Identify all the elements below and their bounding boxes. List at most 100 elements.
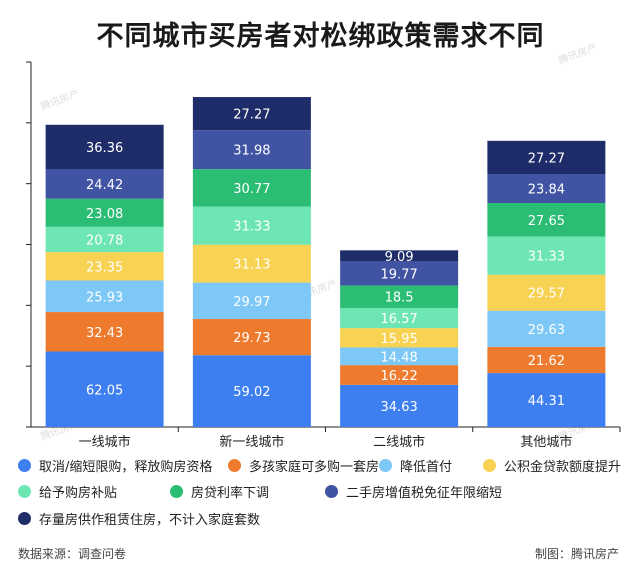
chart-bars: 62.05 32.43 25.93 23.35 20.78 23.08 24.42 36.36… (45, 97, 606, 427)
legend-swatch (18, 485, 31, 498)
legend-swatch (18, 459, 31, 472)
bar-segment (340, 250, 459, 262)
legend-label: 房贷利率下调 (191, 486, 270, 501)
bar-segment (45, 312, 164, 352)
data-label: 16.22 (381, 369, 418, 384)
bar-segment (340, 347, 459, 366)
data-label: 14.48 (381, 350, 418, 365)
bar-segment (192, 355, 311, 427)
data-label: 29.57 (528, 287, 565, 302)
x-axis-labels: 一线城市 新一线城市 二线城市 其他城市 (79, 434, 573, 450)
watermark-text: 腾讯房产 (39, 87, 81, 113)
data-label: 20.78 (86, 233, 123, 248)
bar-segment (45, 198, 164, 227)
legend-swatch (325, 485, 338, 498)
data-label: 18.5 (385, 291, 414, 306)
legend-swatch (18, 512, 31, 525)
data-label: 16.57 (381, 312, 418, 327)
data-label: 23.35 (86, 260, 123, 275)
legend-label: 取消/缩短限购，释放购房资格 (39, 460, 213, 475)
data-label: 27.27 (528, 151, 565, 166)
data-label: 31.13 (233, 258, 270, 273)
data-label: 36.36 (86, 141, 123, 156)
data-label: 31.98 (233, 144, 270, 159)
bar-segment (487, 373, 606, 427)
legend-label: 公积金贷款额度提升 (504, 460, 622, 475)
data-label: 30.77 (233, 182, 270, 197)
bar-segment (192, 169, 311, 207)
bar-segment (340, 384, 459, 427)
bar-segment (487, 173, 606, 203)
data-label: 15.95 (381, 332, 418, 347)
bar-segment (192, 244, 311, 283)
data-label: 21.62 (528, 354, 565, 369)
bar-segment (192, 282, 311, 320)
legend-item: 降低首付 (379, 456, 452, 475)
data-label: 24.42 (86, 178, 123, 193)
bar-segment (192, 97, 311, 131)
data-label: 29.63 (528, 323, 565, 338)
legend-swatch (170, 485, 183, 498)
legend-swatch (379, 459, 392, 472)
data-label: 27.27 (233, 108, 270, 123)
data-label: 44.31 (528, 394, 565, 409)
data-label: 62.05 (86, 383, 123, 398)
data-source: 数据来源：调查问卷 (18, 547, 127, 561)
bar-segment (45, 252, 164, 281)
bar-segment (340, 307, 459, 329)
data-label: 29.97 (233, 295, 270, 310)
bar-segment (340, 328, 459, 348)
watermark-text: 腾讯房产 (557, 41, 599, 67)
data-label: 29.73 (233, 331, 270, 346)
legend-label: 多孩家庭可多购一套房 (249, 460, 380, 475)
legend-item: 公积金贷款额度提升 (483, 456, 621, 475)
legend-item: 多孩家庭可多购一套房 (228, 456, 379, 475)
data-label: 32.43 (86, 326, 123, 341)
legend-item: 存量房供作租赁住房，不计入家庭套数 (18, 509, 260, 528)
data-label: 23.84 (528, 182, 565, 197)
bar-segment (340, 365, 459, 385)
legend-label: 存量房供作租赁住房，不计入家庭套数 (39, 513, 261, 528)
legend-item: 给予购房补贴 (18, 482, 117, 501)
bar-segment (45, 351, 164, 427)
x-tick-label: 新一线城市 (219, 434, 284, 450)
data-label: 9.09 (385, 250, 414, 265)
legend-swatch (228, 459, 241, 472)
data-label: 31.33 (528, 250, 565, 265)
legend-swatch (483, 459, 496, 472)
bar-segment (340, 285, 459, 308)
data-label: 31.33 (233, 220, 270, 235)
chart-credit: 制图：腾讯房产 (534, 547, 619, 561)
bar-segment (487, 202, 606, 237)
bar-segment (487, 140, 606, 174)
chart-title: 不同城市买房者对松绑政策需求不同 (96, 21, 545, 52)
bar-segment (45, 169, 164, 199)
bar-segment (45, 226, 164, 253)
x-tick-label: 其他城市 (520, 434, 572, 450)
bar-segment (45, 280, 164, 313)
x-tick-label: 一线城市 (79, 434, 131, 450)
bar-segment (192, 130, 311, 170)
bar-segment (340, 261, 459, 286)
legend-label: 二手房增值税免征年限缩短 (346, 486, 503, 501)
legend-item: 房贷利率下调 (170, 482, 269, 501)
legend-item: 二手房增值税免征年限缩短 (325, 482, 502, 501)
bar-segment (487, 346, 606, 374)
legend-label: 给予购房补贴 (39, 486, 118, 501)
data-label: 59.02 (233, 385, 270, 400)
data-label: 34.63 (381, 400, 418, 415)
data-label: 27.65 (528, 214, 565, 229)
x-tick-label: 二线城市 (373, 434, 425, 450)
bar-segment (487, 310, 606, 347)
bar-segment (45, 124, 164, 170)
bar-segment (192, 206, 311, 245)
data-label: 25.93 (86, 290, 123, 305)
legend-label: 降低首付 (400, 460, 453, 475)
legend-item: 取消/缩短限购，释放购房资格 (18, 456, 212, 475)
data-label: 23.08 (86, 207, 123, 222)
bar-segment (192, 319, 311, 356)
bar-segment (487, 274, 606, 311)
bar-segment (487, 236, 606, 275)
data-label: 19.77 (381, 267, 418, 282)
